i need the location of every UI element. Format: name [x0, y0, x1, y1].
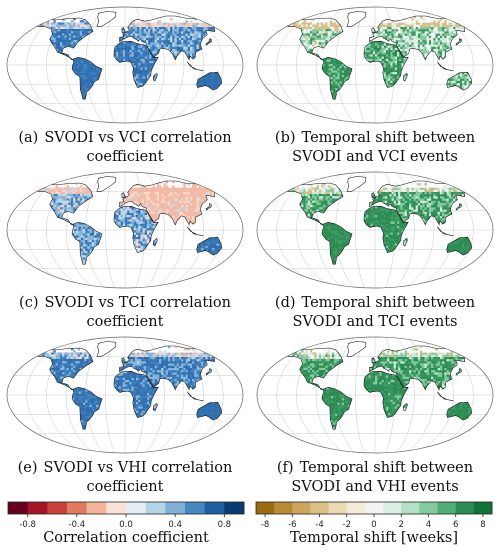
temporal-shift-colorbar-swatch	[274, 502, 293, 514]
temporal-shift-colorbar-graphic: -8 -6 -4 -2 0 2 4 6 8	[255, 501, 493, 530]
temporal-shift-colorbar-tick-label: 2	[399, 520, 404, 530]
temporal-shift-colorbar-tick-label: 4	[426, 520, 431, 530]
correlation-colorbar-tick-label: -0.4	[69, 520, 86, 530]
caption-line-1: (f) Temporal shift between	[250, 459, 500, 478]
temporal-shift-colorbar-swatch	[292, 502, 311, 514]
correlation-colorbar-swatch	[67, 502, 87, 514]
caption-line-1: (a) SVODI vs VCI correlation	[0, 129, 250, 148]
temporal-shift-colorbar-tick-label: -8	[261, 520, 269, 530]
correlation-colorbar-swatch	[185, 502, 205, 514]
correlation-colorbar-swatch	[27, 502, 48, 514]
map-container	[3, 4, 247, 126]
caption-line-2: SVODI and VHI events	[291, 479, 459, 495]
temporal-shift-colorbar-swatch	[346, 502, 366, 514]
temporal-shift-colorbar-tick-label: -6	[288, 520, 296, 530]
temporal-shift-colorbar-title: Temporal shift [weeks]	[289, 530, 459, 546]
map-container	[253, 334, 497, 456]
caption-text: SVODI vs VHI correlation	[43, 460, 233, 476]
temporal-shift-colorbar-swatch	[437, 502, 456, 514]
panel-caption: (b) Temporal shift between SVODI and VCI e…	[250, 129, 500, 167]
figure-panel-b: (b) Temporal shift between SVODI and VCI e…	[250, 2, 500, 178]
temporal-shift-colorbar-swatch	[328, 502, 348, 514]
world-map	[256, 6, 494, 124]
map-container	[253, 169, 497, 291]
correlation-colorbar: -0.8 -0.4 0.0 0.4 0.8 Correlation coefficien…	[4, 500, 248, 550]
map-container	[3, 334, 247, 456]
panel-label: (d)	[274, 295, 296, 311]
map-container	[3, 169, 247, 291]
panel-label: (e)	[17, 460, 38, 476]
temporal-shift-colorbar-swatch	[473, 502, 493, 514]
temporal-shift-colorbar-swatch	[256, 502, 275, 514]
temporal-shift-colorbar-tick-label: 6	[453, 520, 458, 530]
figure-panel-f: (f) Temporal shift between SVODI and VHI e…	[250, 332, 500, 508]
temporal-shift-colorbar-swatch	[364, 502, 384, 514]
temporal-shift-colorbar-swatch	[401, 502, 420, 514]
caption-line-2: coefficient	[86, 314, 164, 330]
panel-caption: (d) Temporal shift between SVODI and TCI e…	[250, 294, 500, 332]
panel-label: (b)	[274, 130, 296, 146]
caption-line-2: coefficient	[86, 479, 164, 495]
panel-label: (f)	[276, 460, 294, 476]
panel-label: (a)	[18, 130, 39, 146]
correlation-colorbar-tick-label: 0.4	[168, 520, 182, 530]
figure-panel-e: (e) SVODI vs VHI correlation coefficient	[0, 332, 250, 508]
temporal-shift-colorbar-swatch	[419, 502, 438, 514]
panel-caption: (a) SVODI vs VCI correlation coefficient	[0, 129, 250, 167]
correlation-colorbar-swatch	[165, 502, 186, 514]
temporal-shift-colorbar-tick-label: -2	[343, 520, 351, 530]
world-map	[6, 336, 244, 454]
correlation-colorbar-swatch	[8, 502, 28, 514]
correlation-colorbar-swatch	[47, 502, 68, 514]
correlation-colorbar-title: Correlation coefficient	[43, 530, 209, 546]
caption-text: Temporal shift between	[301, 130, 476, 146]
temporal-shift-colorbar-tick-label: 0	[371, 520, 376, 530]
world-map	[6, 171, 244, 289]
correlation-colorbar-tick-label: -0.8	[19, 520, 36, 530]
caption-text: Temporal shift between	[301, 295, 476, 311]
panel-caption: (c) SVODI vs TCI correlation coefficient	[0, 294, 250, 332]
temporal-shift-colorbar-swatch	[310, 502, 329, 514]
correlation-colorbar-graphic: -0.8 -0.4 0.0 0.4 0.8	[7, 501, 245, 530]
caption-text: Temporal shift between	[299, 460, 474, 476]
correlation-colorbar-tick-label: 0.8	[218, 520, 232, 530]
world-map	[6, 6, 244, 124]
map-container	[253, 4, 497, 126]
caption-line-2: SVODI and VCI events	[292, 149, 458, 165]
panel-label: (c)	[19, 295, 39, 311]
caption-text: SVODI vs VCI correlation	[44, 130, 232, 146]
caption-line-1: (b) Temporal shift between	[250, 129, 500, 148]
panel-caption: (e) SVODI vs VHI correlation coefficient	[0, 459, 250, 497]
correlation-colorbar-swatch	[86, 502, 107, 514]
temporal-shift-colorbar-tick-label: 8	[480, 520, 485, 530]
correlation-colorbar-swatch	[224, 502, 245, 514]
figure-panel-a: (a) SVODI vs VCI correlation coefficient	[0, 2, 250, 178]
caption-line-1: (e) SVODI vs VHI correlation	[0, 459, 250, 478]
panel-caption: (f) Temporal shift between SVODI and VHI e…	[250, 459, 500, 497]
figure-panel-c: (c) SVODI vs TCI correlation coefficient	[0, 167, 250, 343]
caption-line-2: coefficient	[86, 149, 164, 165]
temporal-shift-colorbar-swatch	[455, 502, 475, 514]
world-map	[256, 171, 494, 289]
caption-line-1: (c) SVODI vs TCI correlation	[0, 294, 250, 313]
correlation-colorbar-swatch	[126, 502, 146, 514]
caption-line-2: SVODI and TCI events	[292, 314, 458, 330]
correlation-colorbar-swatch	[204, 502, 225, 514]
land-masses	[285, 11, 472, 100]
temporal-shift-colorbar-tick-label: -4	[315, 520, 323, 530]
correlation-colorbar-swatch	[145, 502, 166, 514]
figure-panel-d: (d) Temporal shift between SVODI and TCI e…	[250, 167, 500, 343]
temporal-shift-colorbar: -8 -6 -4 -2 0 2 4 6 8 Temporal shift [weeks]	[252, 500, 496, 550]
world-map	[256, 336, 494, 454]
correlation-colorbar-tick-label: 0.0	[119, 520, 133, 530]
temporal-shift-colorbar-swatch	[383, 502, 402, 514]
caption-line-1: (d) Temporal shift between	[250, 294, 500, 313]
caption-text: SVODI vs TCI correlation	[44, 295, 231, 311]
correlation-colorbar-swatch	[106, 502, 127, 514]
